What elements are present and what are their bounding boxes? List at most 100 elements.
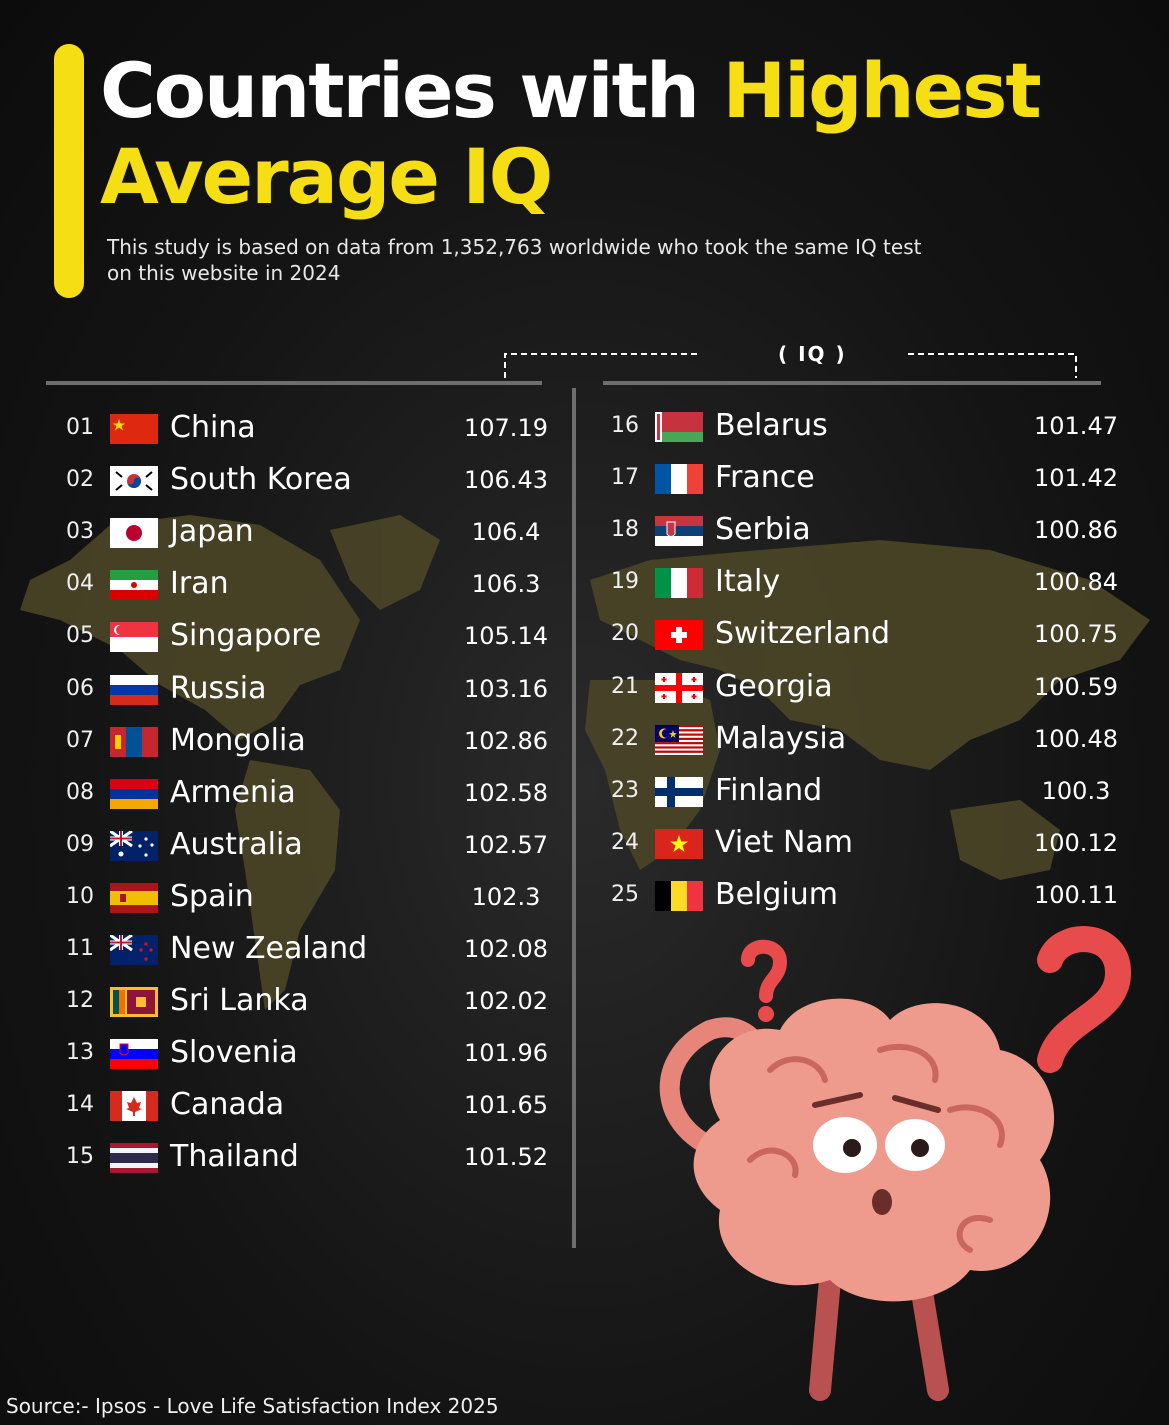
rank-number: 11 (66, 936, 94, 961)
rank-number: 21 (611, 673, 639, 699)
rank-number: 19 (611, 569, 639, 595)
flag-vn-icon (655, 828, 703, 859)
table-row: 24 Viet Nam 100.12 (545, 818, 1125, 870)
iq-bracket (504, 353, 1077, 378)
country-name: Canada (170, 1087, 285, 1123)
country-name: Australia (170, 826, 303, 862)
page-title: Countries with Highest Average IQ (100, 46, 1042, 220)
table-row: 05 Singapore 105.14 (0, 611, 580, 663)
country-name: Viet Nam (715, 824, 854, 860)
iq-value: 100.11 (1034, 880, 1118, 909)
country-name: Thailand (170, 1139, 299, 1175)
iq-value: 105.14 (464, 622, 548, 651)
accent-bar (54, 44, 84, 298)
iq-value: 101.47 (1034, 412, 1118, 440)
world-map-icon (20, 515, 1150, 1010)
iq-value: 100.86 (1034, 516, 1118, 545)
table-row: 10 Spain 102.3 (0, 872, 580, 924)
iq-value: 101.96 (464, 1039, 548, 1068)
rank-number: 01 (66, 415, 94, 440)
table-row: 18 Serbia 100.86 (545, 505, 1125, 557)
iq-value: 100.3 (1041, 776, 1111, 805)
iq-value: 100.59 (1034, 672, 1118, 701)
flag-nz-icon (110, 935, 158, 965)
rank-number: 10 (66, 883, 94, 909)
rank-number: 14 (66, 1092, 94, 1118)
flag-kr-icon (110, 466, 158, 497)
rank-number: 03 (66, 519, 94, 545)
rank-number: 09 (66, 831, 94, 857)
rank-number: 15 (66, 1144, 94, 1170)
flag-am-icon (110, 778, 158, 809)
table-row: 13 Slovenia 101.96 (0, 1028, 580, 1080)
country-name: China (170, 410, 256, 445)
iq-value: 102.58 (464, 778, 548, 807)
flag-ca-icon (110, 1091, 158, 1122)
iq-value: 103.16 (464, 674, 548, 703)
iq-value: 100.84 (1034, 568, 1118, 597)
iq-value: 106.3 (471, 570, 541, 599)
table-row: 11 New Zealand 102.08 (0, 924, 580, 976)
rank-number: 22 (611, 725, 639, 751)
flag-ch-icon (655, 620, 703, 651)
flag-es-icon (110, 882, 158, 913)
country-name: Georgia (715, 668, 833, 704)
iq-value: 102.57 (464, 830, 548, 859)
flag-lk-icon (110, 987, 158, 1018)
table-row: 12 Sri Lanka 102.02 (0, 976, 580, 1028)
divider-left (46, 381, 542, 385)
country-name: Italy (715, 564, 781, 600)
country-name: Russia (170, 670, 267, 706)
flag-mn-icon (110, 726, 158, 757)
flag-by-icon (655, 412, 703, 442)
table-row: 22 Malaysia 100.48 (545, 714, 1125, 766)
table-row: 15 Thailand 101.52 (0, 1132, 580, 1184)
table-row: 17 France 101.42 (545, 453, 1125, 505)
rank-number: 04 (66, 571, 94, 597)
iq-value: 100.12 (1034, 828, 1118, 857)
country-name: Malaysia (715, 720, 847, 756)
iq-value: 101.52 (464, 1143, 548, 1172)
table-row: 03 Japan 106.4 (0, 507, 580, 559)
rank-number: 16 (611, 413, 639, 438)
country-name: South Korea (170, 462, 352, 498)
table-row: 06 Russia 103.16 (0, 664, 580, 716)
flag-my-icon (655, 724, 703, 755)
country-name: Armenia (170, 774, 296, 810)
country-name: Iran (170, 566, 229, 602)
country-name: Japan (170, 514, 254, 550)
iq-value: 106.43 (464, 466, 548, 495)
table-row: 02 South Korea 106.43 (0, 455, 580, 507)
rank-number: 20 (611, 621, 639, 647)
rank-number: 25 (611, 881, 639, 907)
divider-right (603, 381, 1101, 385)
rank-number: 07 (66, 727, 94, 753)
country-name: Mongolia (170, 722, 306, 758)
table-row: 23 Finland 100.3 (545, 766, 1125, 818)
table-row: 20 Switzerland 100.75 (545, 609, 1125, 661)
title-part-2: Highest (722, 46, 1041, 135)
iq-value: 100.48 (1034, 724, 1118, 753)
rank-number: 17 (611, 465, 639, 491)
rank-number: 12 (66, 988, 94, 1014)
iq-column-header: ( IQ ) (778, 342, 847, 366)
rank-number: 24 (611, 829, 639, 855)
iq-value: 106.4 (471, 518, 541, 547)
country-name: Belgium (715, 876, 838, 912)
country-name: Singapore (170, 618, 322, 654)
iq-value: 102.08 (464, 935, 548, 963)
flag-ge-icon (655, 672, 703, 703)
country-name: Sri Lanka (170, 983, 309, 1019)
country-name: Finland (715, 772, 823, 808)
flag-ir-icon (110, 570, 158, 601)
rank-number: 13 (66, 1040, 94, 1066)
flag-si-icon (110, 1039, 158, 1070)
country-name: Belarus (715, 408, 828, 443)
flag-jp-icon (110, 518, 158, 549)
table-row: 14 Canada 101.65 (0, 1080, 580, 1132)
country-name: France (715, 460, 815, 496)
iq-value: 101.65 (464, 1091, 548, 1120)
iq-value: 107.19 (464, 414, 548, 442)
title-part-1: Countries with (100, 46, 723, 135)
table-row: 16 Belarus 101.47 (545, 401, 1125, 453)
